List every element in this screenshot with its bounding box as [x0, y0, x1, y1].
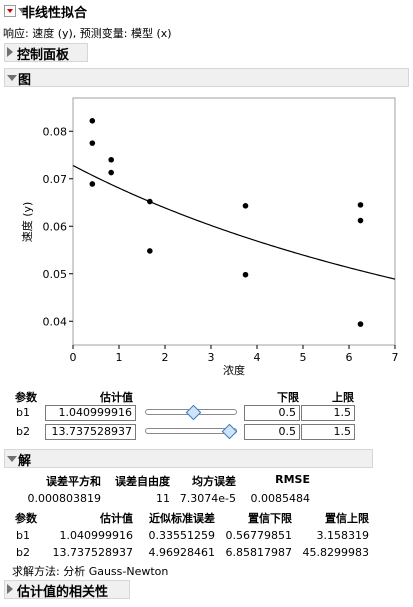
data-point — [89, 118, 96, 124]
data-point — [108, 169, 114, 176]
plot-header[interactable] — [4, 68, 409, 87]
data-point — [89, 181, 96, 187]
solution-title[interactable]: 解 — [18, 454, 32, 469]
b1-upper-input[interactable]: 1.5 — [301, 405, 355, 421]
param-b1-name: b1 — [16, 529, 30, 542]
x-axis-label: 浓度 — [223, 363, 245, 377]
fit-curve — [72, 164, 396, 280]
y-tick-label: 0.08 — [43, 125, 68, 138]
param-b1-estimate: 1.040999916 — [59, 529, 133, 542]
control-b2-name: b2 — [16, 425, 30, 438]
solution-method: 求解方法: 分析 Gauss-Newton — [12, 565, 169, 578]
param-header-name: 参数 — [15, 512, 37, 525]
param-b1-se: 0.33551259 — [148, 529, 215, 542]
b2-upper-input[interactable]: 1.5 — [301, 424, 355, 440]
control-panel-header[interactable] — [4, 43, 88, 62]
x-tick-label: 6 — [346, 351, 353, 364]
param-b2-lower: 6.85817987 — [225, 546, 292, 559]
control-panel-title[interactable]: 控制面板 — [17, 48, 70, 63]
b1-estimate-input[interactable]: 1.040999916 — [45, 405, 136, 421]
value-mse: 7.3074e-5 — [179, 492, 236, 505]
data-point — [147, 248, 153, 254]
header-sse: 误差平方和 — [46, 475, 101, 488]
param-header-se: 近似标准误差 — [149, 512, 215, 525]
data-point — [242, 203, 249, 209]
x-tick-label: 7 — [392, 351, 399, 364]
b2-estimate-input[interactable]: 13.737528937 — [45, 424, 136, 440]
param-b2-estimate: 13.737528937 — [52, 546, 133, 559]
plot-disclosure-icon[interactable] — [7, 75, 17, 81]
x-tick-label: 2 — [162, 351, 169, 364]
param-b1-upper: 3.158319 — [316, 529, 370, 542]
b2-slider-thumb[interactable] — [222, 423, 238, 440]
control-b1-name: b1 — [16, 406, 30, 419]
correlation-disclosure-icon[interactable] — [7, 584, 13, 594]
solution-header[interactable] — [4, 449, 373, 468]
solution-disclosure-icon[interactable] — [7, 456, 17, 462]
b2-lower-input[interactable]: 0.5 — [244, 424, 300, 440]
report-menu-button[interactable] — [4, 5, 16, 17]
header-mse: 均方误差 — [192, 475, 236, 488]
control-header-estimate: 估计值 — [100, 391, 133, 404]
header-dfe: 误差自由度 — [115, 475, 170, 488]
y-tick-label: 0.04 — [43, 315, 68, 328]
param-b2-se: 4.96928461 — [148, 546, 215, 559]
data-point — [357, 202, 364, 208]
data-point — [108, 156, 114, 163]
header-rmse: RMSE — [275, 473, 310, 486]
value-rmse: 0.0085484 — [250, 492, 311, 505]
x-tick-label: 5 — [300, 351, 307, 364]
plot-frame — [72, 97, 396, 346]
value-sse: 0.000803819 — [27, 492, 101, 505]
param-header-estimate: 估计值 — [100, 512, 133, 525]
param-header-upper: 置信上限 — [325, 512, 369, 525]
b1-slider-thumb[interactable] — [185, 404, 202, 421]
correlation-header[interactable] — [4, 580, 130, 599]
param-header-lower: 置信下限 — [248, 512, 292, 525]
report-disclosure-icon[interactable] — [18, 8, 28, 14]
param-b1-lower: 0.56779851 — [225, 529, 292, 542]
control-header-upper: 上限 — [332, 391, 354, 404]
control-header-param: 参数 — [15, 391, 37, 404]
response-line: 响应: 速度 (y), 预测变量: 模型 (x) — [3, 27, 172, 40]
correlation-title[interactable]: 估计值的相关性 — [17, 585, 109, 600]
b1-lower-input[interactable]: 0.5 — [244, 405, 300, 421]
x-tick-label: 1 — [116, 351, 123, 364]
control-header-lower: 下限 — [277, 391, 299, 404]
data-point — [242, 271, 249, 278]
report-title: 非线性拟合 — [22, 6, 88, 21]
y-tick-label: 0.05 — [43, 268, 68, 281]
data-point — [357, 321, 364, 327]
y-tick-label: 0.06 — [43, 220, 68, 233]
plot-title[interactable]: 图 — [18, 73, 32, 88]
control-panel-disclosure-icon[interactable] — [7, 47, 13, 57]
x-tick-label: 4 — [254, 351, 261, 364]
x-tick-label: 0 — [70, 351, 77, 364]
data-point — [357, 217, 364, 224]
y-axis-label: 速度 (y) — [20, 202, 34, 243]
data-point — [89, 140, 96, 146]
data-point — [147, 198, 153, 205]
param-b2-name: b2 — [16, 546, 30, 559]
param-b2-upper: 45.8299983 — [302, 546, 369, 559]
fit-chart: 0.04 0.05 0.06 0.07 0.08 0 1 2 3 4 5 6 7 浓度 速度 (y) — [20, 97, 399, 377]
x-tick-label: 3 — [208, 351, 215, 364]
y-tick-label: 0.07 — [43, 173, 68, 186]
value-dfe: 11 — [156, 492, 170, 505]
